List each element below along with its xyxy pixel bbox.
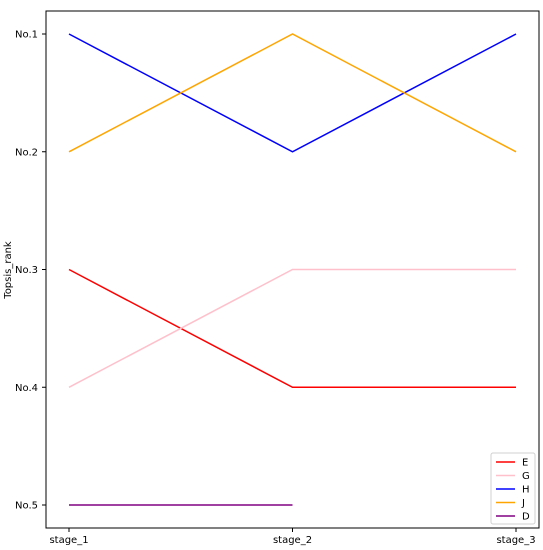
series-layer	[68, 33, 517, 506]
x-tick-label: stage_2	[273, 535, 312, 546]
series-line-G	[68, 268, 516, 388]
legend-label-E: E	[522, 458, 528, 469]
y-tick-label: No.5	[15, 501, 38, 512]
legend-label-H: H	[522, 485, 530, 496]
x-tick-label: stage_1	[49, 535, 88, 546]
y-tick-label: No.3	[15, 265, 38, 276]
x-tick-label: stage_3	[496, 535, 535, 546]
y-axis-label: Topsis_rank	[3, 241, 14, 300]
y-tick-label: No.1	[15, 30, 38, 41]
y-tick-label: No.4	[15, 383, 38, 394]
series-line-E	[68, 268, 516, 389]
series-line-H	[68, 33, 517, 153]
x-axis: stage_1 stage_2 stage_3	[49, 528, 536, 546]
y-axis: No.1 No.2 No.3 No.4 No.5	[15, 30, 46, 512]
legend-label-G: G	[522, 471, 530, 482]
y-tick-label: No.2	[15, 147, 38, 158]
legend-label-D: D	[522, 512, 530, 523]
legend-label-J: J	[521, 498, 525, 509]
series-line-J	[68, 33, 517, 153]
